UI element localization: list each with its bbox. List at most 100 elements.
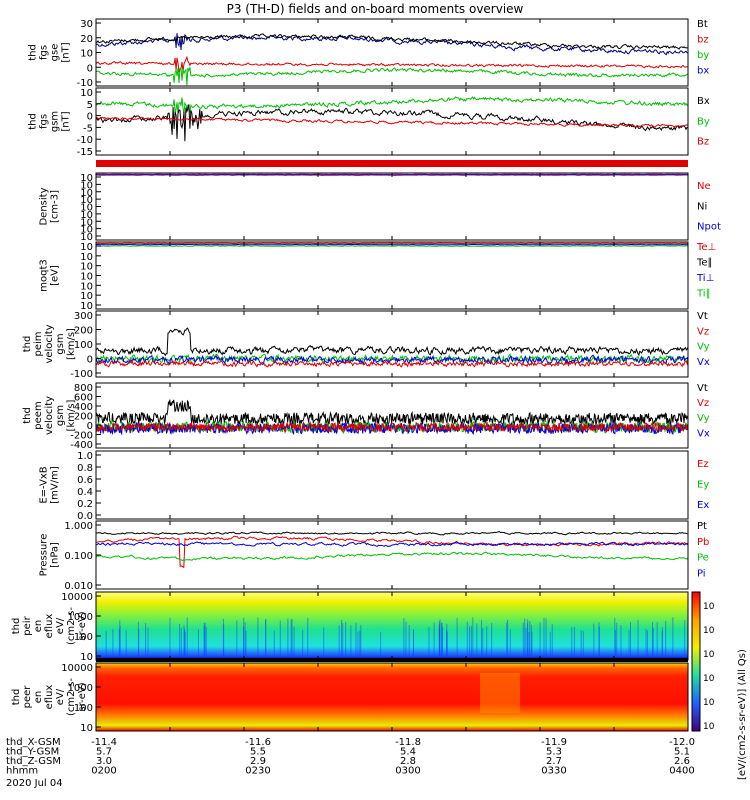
y-tick-label: 5 (87, 100, 93, 111)
panel-frame-6 (95, 450, 689, 520)
y-tick-label: 10000 (61, 663, 93, 674)
y-tick-label: -100 (70, 369, 93, 380)
legend-Pi: Pi (697, 568, 706, 579)
y-axis-label: E=-VxB (39, 466, 50, 503)
series-Pe-line (95, 551, 689, 562)
y-tick-label: 200 (74, 326, 93, 337)
y-axis-label: peim (33, 331, 44, 356)
legend-Te∥: Te∥ (696, 258, 713, 269)
y-axis-label: gse (50, 44, 61, 62)
legend-bx: bx (697, 66, 709, 77)
y-tick-label: 1.000 (64, 521, 93, 532)
series-Pt-line (95, 531, 689, 536)
x-axis-row-label: thd_X-GSM (6, 737, 61, 748)
y-axis-label: thd (22, 336, 33, 353)
y-tick-label: 10 (80, 281, 93, 292)
x-tick-label: -11.9 (541, 737, 567, 748)
x-tick-label: 0330 (541, 766, 566, 777)
colorbar-tick-label: 10 (703, 650, 715, 660)
y-axis-label: peer (22, 685, 33, 709)
y-tick-label: 10 (80, 173, 93, 184)
y-axis-label: velocity (44, 396, 55, 435)
colorbar-tick-label: 10 (703, 602, 715, 612)
x-tick-label: 2.6 (674, 756, 690, 767)
x-axis-row-label: thd_Z-GSM (6, 756, 61, 767)
y-axis-label: [eV] (50, 265, 61, 286)
y-tick-label: 0 (87, 112, 93, 123)
y-tick-label: 10 (80, 210, 93, 221)
x-tick-label: -12.0 (669, 737, 695, 748)
series-Bx-line (95, 104, 689, 142)
y-axis-label: sr-eV) (77, 682, 88, 711)
x-tick-label: 0230 (245, 766, 270, 777)
chart-title: P3 (TH-D) fields and on-board moments ov… (227, 2, 524, 16)
y-axis-label: [nPa] (50, 542, 61, 568)
series-Vz-ion-line (95, 359, 689, 368)
legend-Vx: Vx (697, 428, 710, 439)
y-axis-label: eflux (44, 685, 55, 710)
y-tick-label: 1.0 (77, 451, 93, 462)
legend-Ne: Ne (697, 181, 711, 192)
y-tick-label: 100 (74, 632, 93, 643)
y-tick-label: 0.0 (77, 511, 93, 522)
y-axis-label: thd (22, 407, 33, 424)
y-tick-label: -10 (77, 78, 93, 89)
y-axis-label: thd (28, 113, 39, 130)
y-tick-label: 10 (80, 203, 93, 214)
series-Vt-ion-line (95, 327, 689, 357)
colorbar (691, 591, 701, 732)
y-tick-label: 1000 (68, 612, 93, 623)
y-tick-label: 0 (87, 421, 93, 432)
y-axis-label: fgs (39, 45, 50, 60)
x-tick-label: 0200 (91, 766, 116, 777)
x-tick-label: 2.8 (400, 756, 416, 767)
colorbar-tick-label: 10 (703, 698, 715, 708)
y-tick-label: 800 (74, 383, 93, 394)
y-tick-label: -400 (70, 440, 93, 451)
y-axis-label: [cm-3] (50, 190, 61, 223)
series-Pi-line (95, 541, 689, 547)
y-axis-label: moqt3 (39, 259, 50, 292)
x-axis-row-label: thd_Y-GSM (6, 747, 59, 758)
y-tick-label: 30 (80, 19, 93, 30)
y-axis-label: [km/s] (66, 328, 77, 360)
panel-frame-4 (95, 310, 689, 378)
y-tick-label: 0.2 (77, 499, 93, 510)
spectrogram-electron (96, 663, 688, 731)
y-tick-label: 10 (80, 242, 93, 253)
legend-Npot: Npot (697, 222, 721, 233)
series-Tipar-line (96, 245, 688, 247)
y-tick-label: 10 (80, 723, 93, 734)
y-axis-label: gsm (55, 333, 66, 354)
y-axis-label: thd (11, 689, 22, 706)
y-tick-label: -10 (77, 135, 93, 146)
y-tick-label: 10 (80, 180, 93, 191)
legend-Ni: Ni (697, 201, 707, 212)
legend-bz: bz (697, 35, 709, 46)
colorbar-tick-label: 10 (703, 722, 715, 732)
legend-Ti∥: Ti∥ (696, 289, 711, 300)
y-tick-label: -200 (70, 431, 93, 442)
series-by-line (95, 66, 689, 86)
spectrogram-electron-feature (480, 673, 520, 713)
x-tick-label: 5.5 (250, 747, 266, 758)
y-tick-label: 10 (80, 262, 93, 273)
x-tick-label: 5.7 (96, 747, 112, 758)
x-tick-label: 3.0 (96, 756, 112, 767)
y-tick-label: 0.010 (64, 581, 93, 592)
y-tick-label: -15 (77, 147, 93, 158)
y-axis-label: eV/ (55, 617, 66, 634)
series-Vx-elec-line (95, 421, 689, 436)
x-tick-label: 2.9 (250, 756, 266, 767)
y-axis-label: peir (22, 615, 33, 635)
y-tick-label: 10 (80, 232, 93, 243)
x-tick-label: -11.4 (91, 737, 117, 748)
legend-Ez: Ez (697, 459, 709, 470)
y-tick-label: 10 (80, 252, 93, 263)
legend-Vz: Vz (697, 326, 709, 337)
y-axis-label: en (33, 691, 44, 704)
y-tick-label: 10 (80, 301, 93, 312)
series-Bz-line (96, 116, 689, 128)
spectrogram-ion (96, 592, 688, 660)
